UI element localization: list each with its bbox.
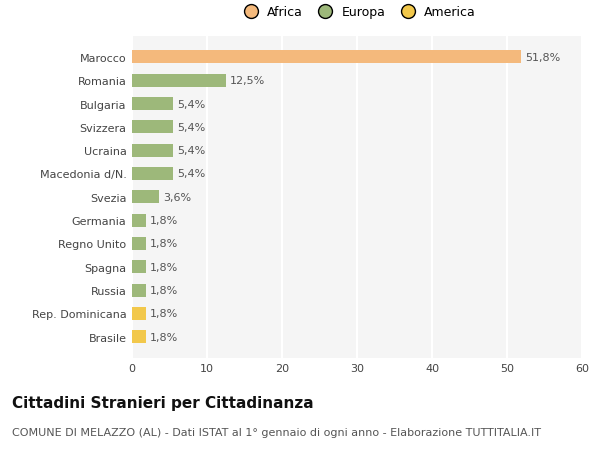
Bar	[132, 51, 521, 64]
Bar	[132, 284, 146, 297]
Text: 1,8%: 1,8%	[150, 285, 178, 296]
Bar	[132, 237, 146, 250]
Text: 1,8%: 1,8%	[150, 332, 178, 342]
Legend: Africa, Europa, America: Africa, Europa, America	[233, 1, 481, 24]
Bar	[132, 191, 159, 204]
Bar	[132, 308, 146, 320]
Text: 3,6%: 3,6%	[163, 192, 191, 202]
Text: 5,4%: 5,4%	[177, 169, 205, 179]
Text: Cittadini Stranieri per Cittadinanza: Cittadini Stranieri per Cittadinanza	[12, 395, 314, 410]
Bar	[132, 75, 226, 87]
Bar	[132, 98, 173, 111]
Text: COMUNE DI MELAZZO (AL) - Dati ISTAT al 1° gennaio di ogni anno - Elaborazione TU: COMUNE DI MELAZZO (AL) - Dati ISTAT al 1…	[12, 427, 541, 437]
Text: 5,4%: 5,4%	[177, 99, 205, 109]
Bar	[132, 214, 146, 227]
Bar	[132, 330, 146, 343]
Bar	[132, 261, 146, 274]
Bar	[132, 168, 173, 180]
Text: 5,4%: 5,4%	[177, 123, 205, 133]
Bar	[132, 145, 173, 157]
Text: 51,8%: 51,8%	[525, 53, 560, 63]
Bar	[132, 121, 173, 134]
Text: 5,4%: 5,4%	[177, 146, 205, 156]
Text: 12,5%: 12,5%	[230, 76, 265, 86]
Text: 1,8%: 1,8%	[150, 262, 178, 272]
Text: 1,8%: 1,8%	[150, 216, 178, 226]
Text: 1,8%: 1,8%	[150, 309, 178, 319]
Text: 1,8%: 1,8%	[150, 239, 178, 249]
